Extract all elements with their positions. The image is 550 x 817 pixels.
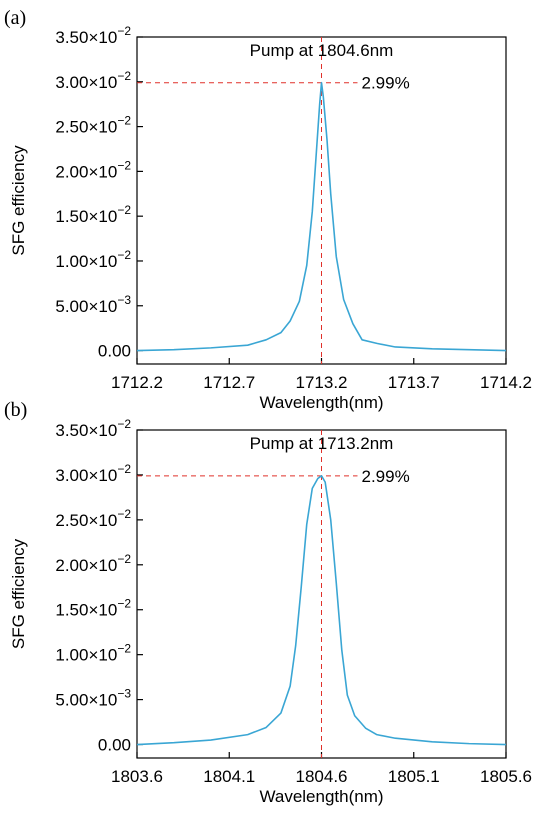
y-tick-label: 1.50×10−2 <box>55 597 131 620</box>
x-tick-label: 1714.2 <box>480 373 532 392</box>
y-tick-label: 2.50×10−2 <box>55 114 131 137</box>
x-tick-label: 1805.6 <box>480 767 532 786</box>
x-tick-label: 1713.2 <box>296 373 348 392</box>
y-tick-label: 2.50×10−2 <box>55 507 131 530</box>
x-tick-label: 1712.2 <box>111 373 163 392</box>
chart-panel-2: (b) 0.00 5.00×10−3 1.00×10−2 1.50×10−2 2.00×1… <box>4 399 532 806</box>
x-tick-label: 1712.7 <box>203 373 255 392</box>
series-line-1 <box>136 475 507 746</box>
pump-annotation: Pump at 1713.2nm <box>250 434 394 453</box>
panel-label: (b) <box>4 399 27 421</box>
panel-label: (a) <box>4 7 26 29</box>
y-tick-label: 2.00×10−2 <box>55 552 131 575</box>
y-tick-label: 3.50×10−2 <box>55 24 131 47</box>
peak-value-label: 2.99% <box>362 74 410 93</box>
x-axis-label: Wavelength(nm) <box>259 787 383 806</box>
series-line-1 <box>136 81 507 352</box>
x-tick-label: 1805.1 <box>388 767 440 786</box>
y-tick-label: 3.50×10−2 <box>55 417 131 440</box>
y-tick-label: 0.00 <box>98 342 131 361</box>
y-axis-label: SFG efficiency <box>9 145 28 256</box>
x-axis-label: Wavelength(nm) <box>259 393 383 412</box>
x-tick-label: 1804.6 <box>296 767 348 786</box>
y-tick-label: 5.00×10−3 <box>55 687 131 710</box>
y-axis-label: SFG efficiency <box>9 538 28 649</box>
y-tick-label: 3.00×10−2 <box>55 462 131 485</box>
y-tick-label: 1.50×10−2 <box>55 203 131 226</box>
y-tick-label: 0.00 <box>98 736 131 755</box>
y-tick-label: 2.00×10−2 <box>55 158 131 181</box>
x-tick-label: 1713.7 <box>388 373 440 392</box>
pump-annotation: Pump at 1804.6nm <box>250 41 394 60</box>
y-tick-label: 1.00×10−2 <box>55 248 131 271</box>
peak-value-label: 2.99% <box>362 467 410 486</box>
y-tick-label: 1.00×10−2 <box>55 642 131 665</box>
chart-panel-1: (a) 0.00 5.00×10−3 1.00×10−2 1.50×10−2 2.00×1… <box>4 7 532 412</box>
x-tick-label: 1803.6 <box>111 767 163 786</box>
x-tick-label: 1804.1 <box>203 767 255 786</box>
y-tick-label: 3.00×10−2 <box>55 69 131 92</box>
y-tick-label: 5.00×10−3 <box>55 293 131 316</box>
